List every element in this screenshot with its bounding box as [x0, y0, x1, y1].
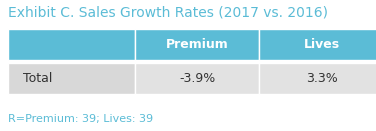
- Bar: [135, 29, 259, 60]
- Text: Total: Total: [23, 72, 52, 85]
- Bar: [8, 29, 135, 60]
- Text: Exhibit C. Sales Growth Rates (2017 vs. 2016): Exhibit C. Sales Growth Rates (2017 vs. …: [8, 5, 327, 19]
- Text: -3.9%: -3.9%: [179, 72, 215, 85]
- Bar: [8, 63, 135, 94]
- Text: R=Premium: 39; Lives: 39: R=Premium: 39; Lives: 39: [8, 114, 153, 124]
- Bar: [259, 29, 376, 60]
- Text: 3.3%: 3.3%: [306, 72, 337, 85]
- Bar: [259, 63, 376, 94]
- Text: Premium: Premium: [166, 38, 229, 51]
- Bar: [135, 63, 259, 94]
- Text: Lives: Lives: [303, 38, 340, 51]
